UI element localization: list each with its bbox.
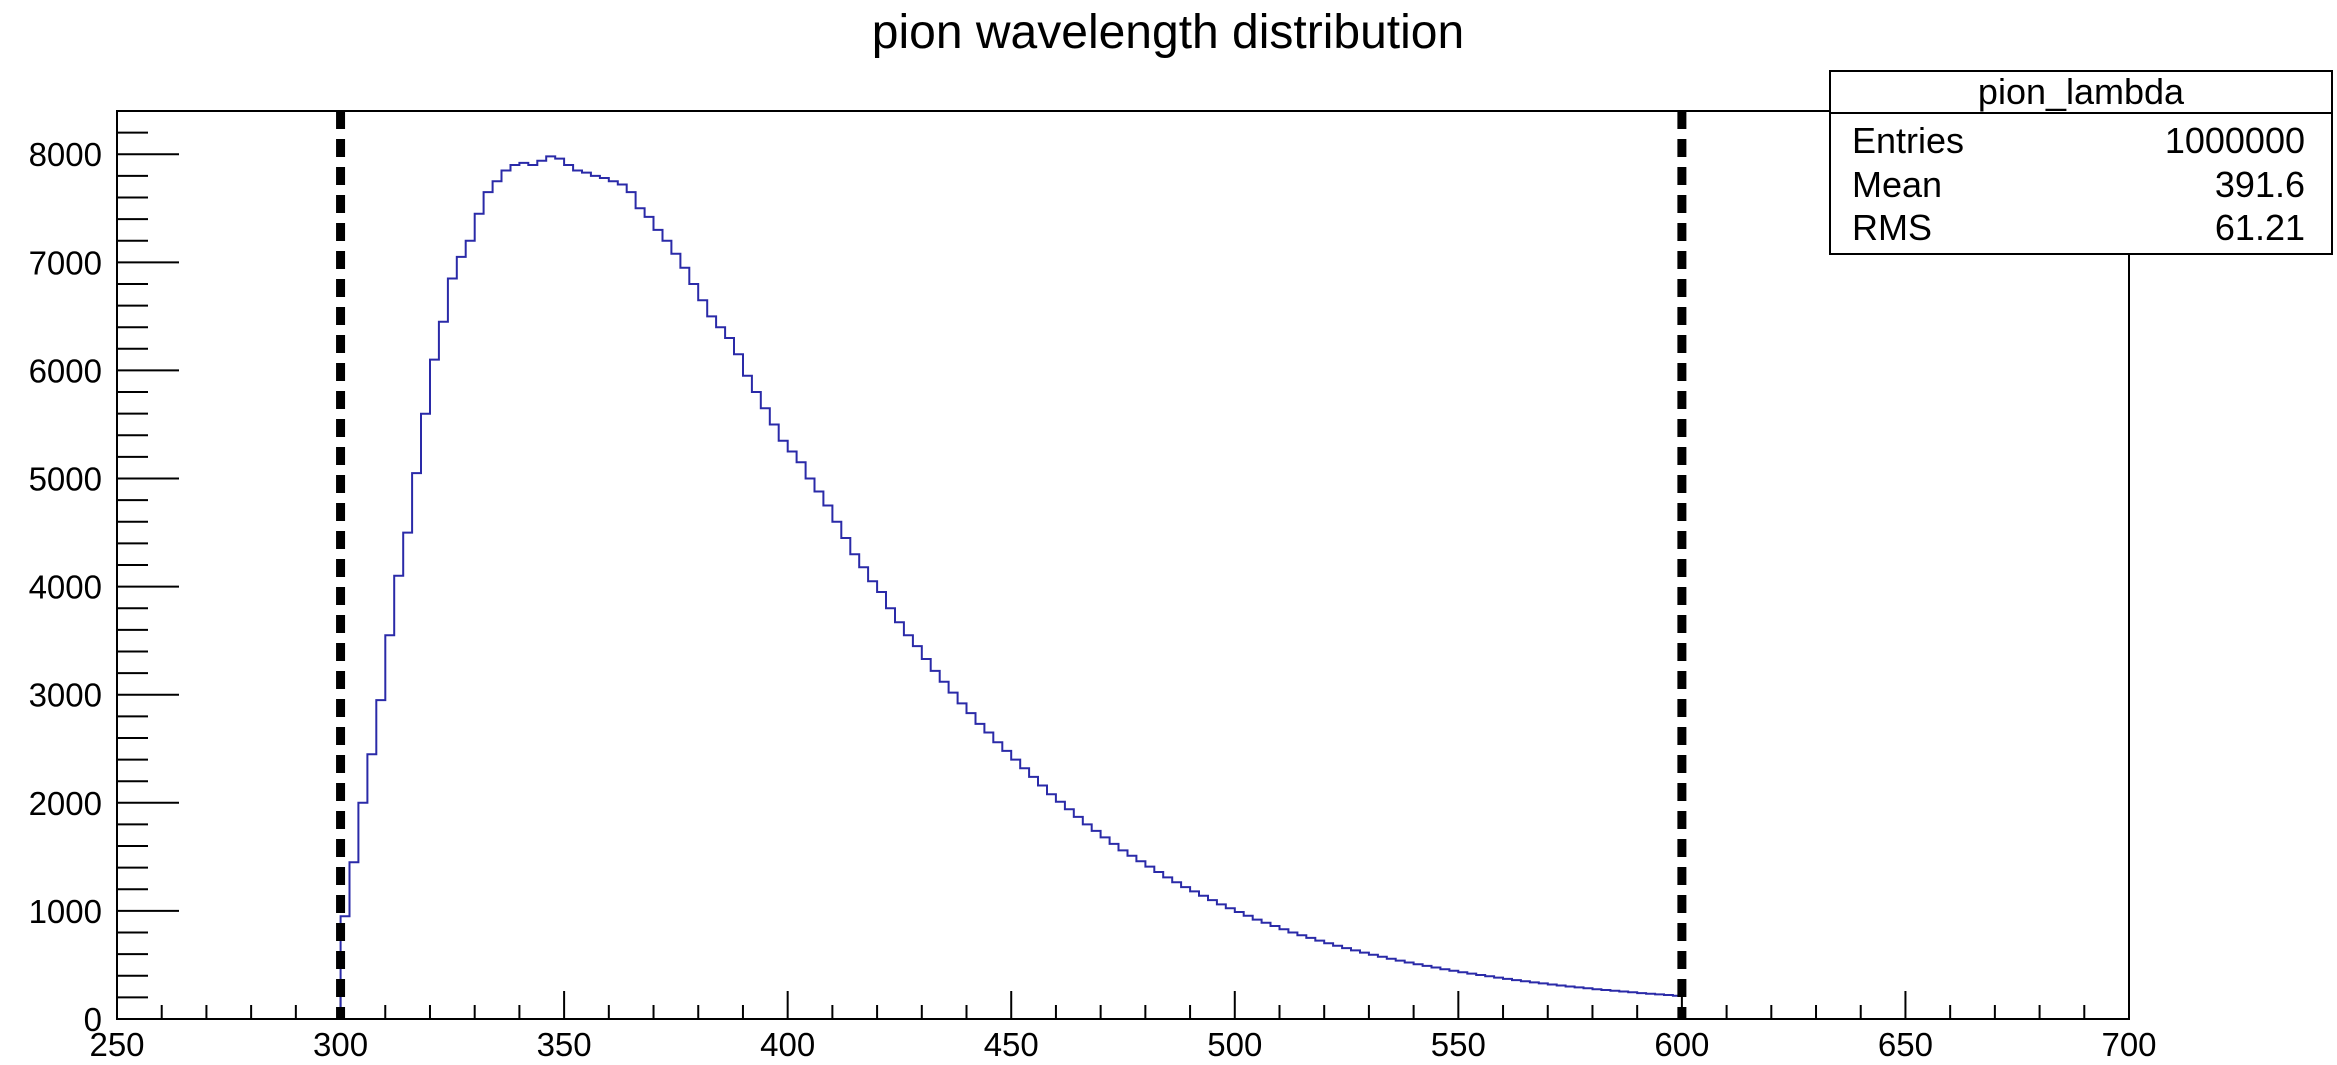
x-tick-label: 600 xyxy=(1654,1026,1709,1063)
stats-box: pion_lambda Entries 1000000 Mean 391.6 R… xyxy=(1829,70,2333,255)
cut-lines xyxy=(336,111,1687,1019)
y-tick-label: 1000 xyxy=(29,893,102,930)
x-tick-label: 300 xyxy=(313,1026,368,1063)
histogram-series xyxy=(339,155,1682,1019)
y-tick-label: 2000 xyxy=(29,785,102,822)
x-tick-label: 500 xyxy=(1207,1026,1262,1063)
stats-mean-value: 391.6 xyxy=(2215,164,2305,205)
x-tick-label: 350 xyxy=(537,1026,592,1063)
y-tick-label: 0 xyxy=(84,1001,102,1038)
y-tick-label: 5000 xyxy=(29,461,102,498)
x-tick-label: 450 xyxy=(984,1026,1039,1063)
stats-rms-label: RMS xyxy=(1852,207,1932,248)
x-tick-label: 650 xyxy=(1878,1026,1933,1063)
stats-rms-value: 61.21 xyxy=(2215,207,2305,248)
stats-box-frame xyxy=(1829,70,2333,255)
stats-entries-value: 1000000 xyxy=(2165,120,2305,161)
chart-title: pion wavelength distribution xyxy=(872,6,1464,59)
y-tick-label: 4000 xyxy=(29,569,102,606)
histogram-layer xyxy=(339,155,1682,1019)
stats-box-title: pion_lambda xyxy=(1978,71,2185,112)
axis-ticks: 250 300 350 400 450 500 550 600 650 7000100020003… xyxy=(29,110,2157,1063)
x-tick-label: 400 xyxy=(760,1026,815,1063)
plot-frame xyxy=(116,110,2130,1020)
stats-mean-label: Mean xyxy=(1852,164,1942,205)
y-tick-label: 8000 xyxy=(29,136,102,173)
x-tick-label: 250 xyxy=(89,1026,144,1063)
y-tick-label: 6000 xyxy=(29,352,102,389)
x-tick-label: 700 xyxy=(2101,1026,2156,1063)
y-tick-label: 7000 xyxy=(29,244,102,281)
stats-entries-label: Entries xyxy=(1852,120,1964,161)
y-tick-label: 3000 xyxy=(29,677,102,714)
x-tick-label: 550 xyxy=(1431,1026,1486,1063)
